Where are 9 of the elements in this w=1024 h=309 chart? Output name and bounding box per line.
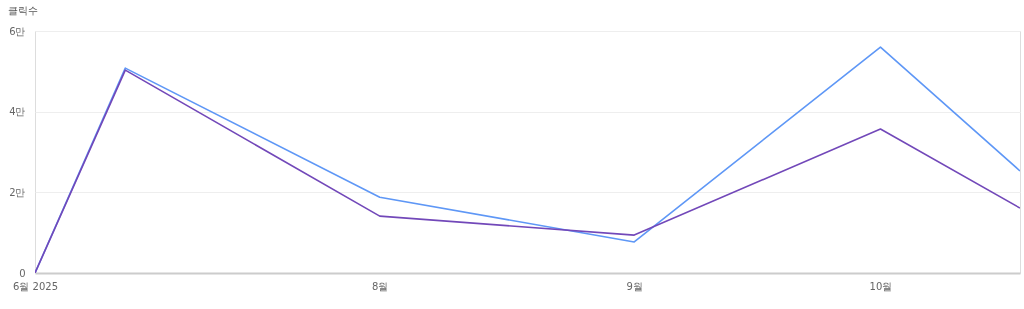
y-axis-title: 클릭수 bbox=[7, 4, 38, 16]
x-tick-label: 9월 bbox=[626, 280, 643, 292]
y-tick-label: 4만 bbox=[9, 106, 26, 118]
x-tick-label: 8월 bbox=[372, 280, 389, 292]
y-tick-label: 2만 bbox=[9, 186, 26, 198]
y-tick-label: 0 bbox=[19, 267, 26, 279]
y-tick-label: 6만 bbox=[9, 25, 26, 37]
x-tick-label: 6월 2025 bbox=[13, 280, 58, 292]
x-tick-label: 10월 bbox=[869, 280, 893, 292]
